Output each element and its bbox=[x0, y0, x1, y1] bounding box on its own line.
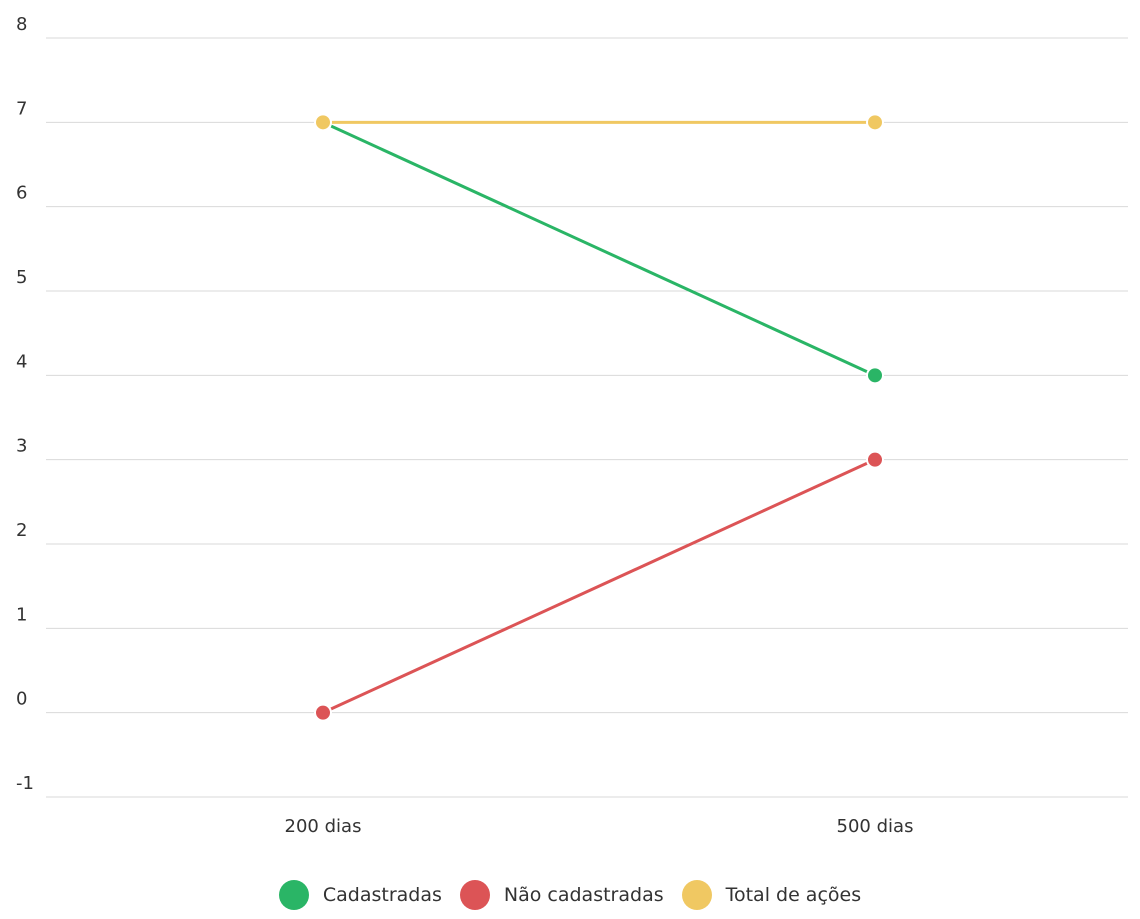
legend-item-cadastradas[interactable]: Cadastradas bbox=[278, 880, 442, 910]
x-tick-label: 500 dias bbox=[837, 816, 914, 837]
y-tick-label: 6 bbox=[16, 183, 27, 204]
series-line bbox=[322, 458, 876, 715]
y-tick-label: 7 bbox=[16, 98, 27, 119]
grid-lines bbox=[46, 37, 1128, 798]
y-tick-label: 5 bbox=[16, 267, 27, 288]
data-point[interactable] bbox=[866, 366, 884, 385]
legend-swatch-cadastradas bbox=[278, 880, 309, 910]
data-point[interactable] bbox=[866, 113, 884, 132]
x-axis-ticks: 200 dias 500 dias bbox=[285, 816, 914, 837]
y-axis-ticks: -1 0 1 2 3 4 5 6 7 8 bbox=[16, 14, 34, 794]
y-tick-label: 4 bbox=[16, 351, 27, 372]
y-tick-label: 2 bbox=[16, 520, 27, 541]
series-points bbox=[314, 113, 884, 722]
y-tick-label: 3 bbox=[16, 436, 27, 457]
data-point[interactable] bbox=[314, 703, 332, 722]
y-tick-label: 8 bbox=[16, 14, 27, 35]
legend-label: Não cadastradas bbox=[503, 884, 664, 906]
legend-swatch-total-de-acoes bbox=[681, 880, 712, 910]
y-tick-label: 1 bbox=[16, 604, 27, 625]
legend-label: Cadastradas bbox=[322, 884, 442, 906]
legend-label: Total de ações bbox=[725, 884, 862, 906]
series-line bbox=[322, 120, 876, 377]
y-tick-label: 0 bbox=[16, 689, 27, 710]
legend-item-nao-cadastradas[interactable]: Não cadastradas bbox=[459, 880, 664, 910]
legend-swatch-nao-cadastradas bbox=[459, 880, 490, 910]
y-tick-label: -1 bbox=[16, 773, 34, 794]
legend-item-total-de-acoes[interactable]: Total de ações bbox=[681, 880, 862, 910]
data-point[interactable] bbox=[866, 450, 884, 469]
chart-canvas: -1 0 1 2 3 4 5 6 7 8 200 dias 500 dias bbox=[16, 14, 1128, 837]
x-tick-label: 200 dias bbox=[285, 816, 362, 837]
series-lines bbox=[322, 120, 876, 715]
data-point[interactable] bbox=[314, 113, 332, 132]
legend: Cadastradas Não cadastradas Total de açõ… bbox=[0, 880, 1140, 910]
